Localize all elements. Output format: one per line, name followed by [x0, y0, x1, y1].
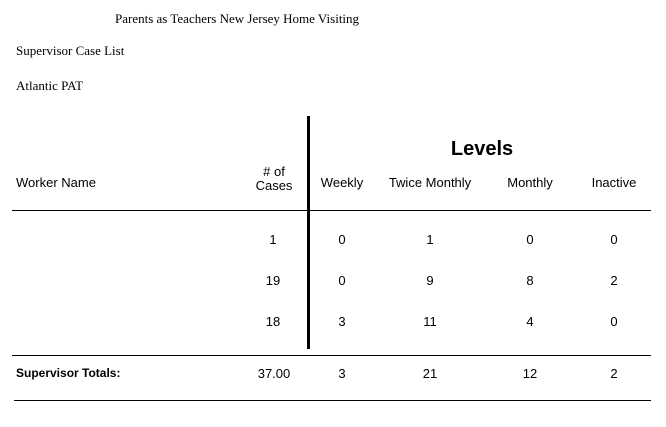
totals-inactive: 2: [610, 366, 618, 381]
row-cases: 18: [265, 314, 281, 329]
report-name: Supervisor Case List: [16, 43, 125, 58]
levels-divider: [307, 116, 310, 349]
header-cases: # of Cases: [256, 165, 293, 193]
row-cases: 19: [265, 273, 281, 288]
row-twice-monthly: 11: [423, 314, 437, 329]
row-monthly: 8: [526, 273, 534, 288]
row-weekly: 0: [338, 232, 346, 247]
row-inactive: 2: [610, 273, 618, 288]
row-twice-monthly: 9: [426, 273, 434, 288]
row-inactive: 0: [610, 314, 618, 329]
bottom-rule: [14, 400, 651, 401]
row-inactive: 0: [610, 232, 618, 247]
row-monthly: 4: [526, 314, 534, 329]
report-org-title: Parents as Teachers New Jersey Home Visi…: [115, 11, 360, 26]
header-worker-name: Worker Name: [16, 175, 96, 190]
totals-monthly: 12: [522, 366, 538, 381]
totals-twice-monthly: 21: [422, 366, 438, 381]
header-twice-monthly: Twice Monthly: [388, 175, 472, 190]
header-cases-line2: Cases: [255, 178, 293, 193]
totals-weekly: 3: [338, 366, 346, 381]
totals-label: Supervisor Totals:: [16, 366, 121, 380]
row-monthly: 0: [526, 232, 534, 247]
header-weekly: Weekly: [320, 175, 364, 190]
header-monthly: Monthly: [507, 175, 553, 190]
row-weekly: 3: [338, 314, 346, 329]
totals-cases: 37.00: [257, 366, 291, 381]
row-cases: 1: [269, 232, 277, 247]
report-site: Atlantic PAT: [16, 78, 84, 93]
levels-heading: Levels: [450, 138, 514, 160]
row-weekly: 0: [338, 273, 346, 288]
row-twice-monthly: 1: [426, 232, 434, 247]
header-divider: [12, 210, 651, 211]
header-inactive: Inactive: [591, 175, 637, 190]
totals-divider: [12, 355, 651, 356]
header-cases-line1: # of: [263, 164, 285, 179]
